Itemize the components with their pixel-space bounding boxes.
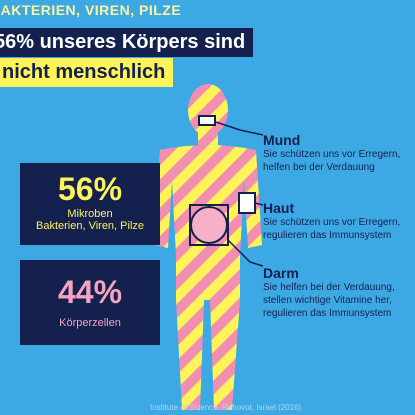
stat-value: 44% xyxy=(57,274,123,310)
organ-text: Sie schützen uns vor Erregern, helfen be… xyxy=(263,149,401,173)
organ-note: Mund Sie schützen uns vor Erregern, helfe… xyxy=(263,132,413,174)
stat-sublabel: Bakterien, Viren, Pilze xyxy=(35,220,145,232)
stat-box: 56% Mikroben Bakterien, Viren, Pilze xyxy=(20,163,160,245)
stat-value: 56% xyxy=(57,171,123,207)
stat-label: Körperzellen xyxy=(59,317,121,329)
kicker: BAKTERIEN, VIREN, PILZE xyxy=(0,2,182,18)
source: Institute of Science, Rehovot, Israel (2… xyxy=(150,403,302,412)
organ-name: Haut xyxy=(263,200,295,216)
organ-note: Darm Sie helfen bei der Verdauung, stelle… xyxy=(263,265,413,320)
title-line2: nicht menschlich xyxy=(0,58,174,87)
organ-note: Haut Sie schützen uns vor Erregern, regul… xyxy=(263,200,413,242)
title-line1: 56% unseres Körpers sind xyxy=(0,28,254,57)
organ-name: Mund xyxy=(263,132,301,148)
stat-label: Mikroben xyxy=(67,208,113,220)
organ-text: Sie helfen bei der Verdauung, stellen wi… xyxy=(263,282,395,319)
stat-box: 44% Körperzellen xyxy=(20,260,160,345)
organ-name: Darm xyxy=(263,265,299,281)
organ-text: Sie schützen uns vor Erregern, reguliere… xyxy=(263,217,401,241)
